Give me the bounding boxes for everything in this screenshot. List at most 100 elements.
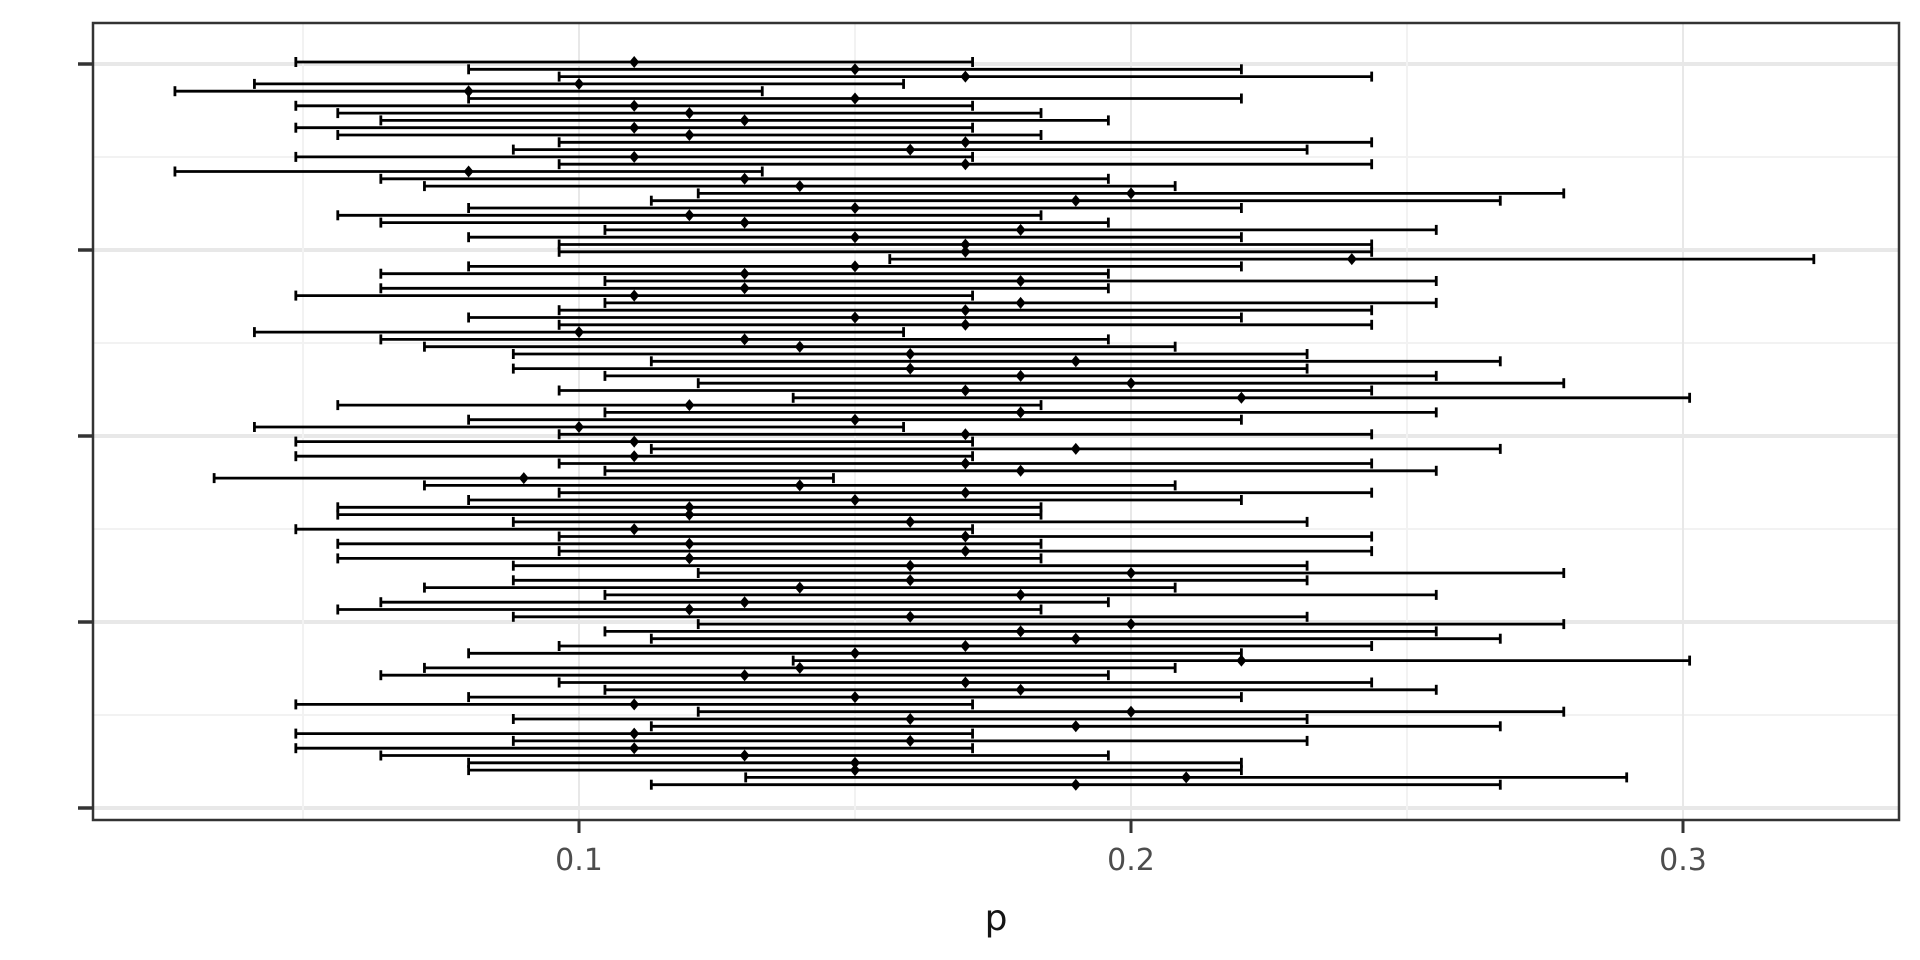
ci-row <box>294 121 974 134</box>
ci-row <box>603 406 1438 419</box>
point-estimate-marker <box>629 289 640 302</box>
ci-row <box>379 596 1110 609</box>
point-estimate-marker <box>1070 720 1081 733</box>
point-estimate-marker <box>739 596 750 609</box>
ci-row <box>791 391 1692 404</box>
ci-row <box>467 63 1243 76</box>
ci-row <box>557 318 1374 331</box>
point-estimate-marker <box>960 136 971 149</box>
ci-row <box>423 479 1177 492</box>
ci-row <box>467 92 1243 105</box>
ci-row <box>294 150 974 163</box>
point-estimate-marker <box>629 56 640 68</box>
point-estimate-marker <box>629 450 640 463</box>
point-estimate-marker <box>850 63 860 76</box>
ci-row <box>511 559 1309 572</box>
ci-row <box>379 749 1110 762</box>
point-estimate-marker <box>960 384 971 397</box>
point-estimate-marker <box>905 515 916 528</box>
ci-row <box>649 355 1502 368</box>
ci-row <box>294 450 974 463</box>
point-estimate-marker <box>960 428 971 441</box>
point-estimate-marker <box>1070 194 1081 207</box>
point-estimate-marker <box>739 749 750 762</box>
point-estimate-marker <box>794 581 805 594</box>
point-estimate-marker <box>1015 588 1026 601</box>
point-estimate-marker <box>739 333 750 346</box>
point-estimate-marker <box>850 311 860 324</box>
ci-row <box>336 508 1043 521</box>
ci-row <box>649 778 1502 791</box>
x-axis-title: p <box>985 898 1008 939</box>
ci-row <box>557 530 1374 543</box>
ci-row <box>649 632 1502 645</box>
ci-row <box>379 669 1110 682</box>
ci-row <box>511 143 1309 156</box>
point-estimate-marker <box>1015 683 1026 696</box>
point-estimate-marker <box>850 260 860 273</box>
point-estimate-marker <box>960 457 971 470</box>
ci-row <box>557 428 1374 441</box>
point-estimate-marker <box>629 727 640 740</box>
ci-row <box>294 435 974 448</box>
ci-row <box>423 581 1177 594</box>
point-estimate-marker <box>1126 705 1136 718</box>
ci-row <box>467 647 1243 660</box>
point-estimate-marker <box>960 530 971 543</box>
point-estimate-marker <box>684 537 695 550</box>
point-estimate-marker <box>1015 369 1026 382</box>
point-estimate-marker <box>739 114 750 127</box>
point-estimate-marker <box>1015 275 1026 287</box>
ci-row <box>744 771 1629 784</box>
ci-row <box>467 260 1243 273</box>
axis-ticks <box>78 62 1685 833</box>
ci-row <box>294 523 974 536</box>
point-estimate-marker <box>905 559 916 572</box>
point-estimate-marker <box>684 129 695 141</box>
ci-row <box>423 661 1177 674</box>
ci-row <box>294 99 974 112</box>
ci-row <box>467 231 1243 244</box>
ci-row <box>294 698 974 711</box>
point-estimate-marker <box>850 92 860 105</box>
point-estimate-marker <box>684 399 695 412</box>
point-estimate-marker <box>463 85 474 98</box>
ci-rows <box>173 56 1816 791</box>
ci-row <box>336 107 1043 120</box>
ci-row <box>467 764 1243 777</box>
ci-row <box>696 567 1566 579</box>
point-estimate-marker <box>794 180 805 193</box>
ci-row <box>336 603 1043 616</box>
point-estimate-marker <box>1126 377 1136 390</box>
ci-row <box>294 56 974 68</box>
ci-row <box>557 676 1374 689</box>
point-estimate-marker <box>960 486 971 499</box>
ci-row <box>336 501 1043 514</box>
ci-row <box>336 209 1043 222</box>
point-estimate-marker <box>1015 406 1026 419</box>
point-estimate-marker <box>960 238 971 251</box>
point-estimate-marker <box>850 647 860 660</box>
ci-row <box>294 289 974 302</box>
point-estimate-marker <box>794 340 805 353</box>
ci-row <box>511 348 1309 360</box>
ci-row <box>423 340 1177 353</box>
ci-row <box>212 472 835 485</box>
x-tick-label: 0.3 <box>1659 843 1707 878</box>
point-estimate-marker <box>1070 355 1081 368</box>
ci-row <box>294 742 974 755</box>
point-estimate-marker <box>960 640 971 652</box>
point-estimate-marker <box>850 231 860 244</box>
point-estimate-marker <box>629 121 640 134</box>
point-estimate-marker <box>1126 618 1136 631</box>
ci-row <box>467 691 1243 704</box>
ci-row <box>557 486 1374 499</box>
point-estimate-marker <box>1015 296 1026 309</box>
ci-row <box>253 326 905 339</box>
point-estimate-marker <box>684 501 695 514</box>
ci-row <box>603 223 1438 236</box>
point-estimate-marker <box>1236 654 1247 667</box>
ci-row <box>467 202 1243 214</box>
